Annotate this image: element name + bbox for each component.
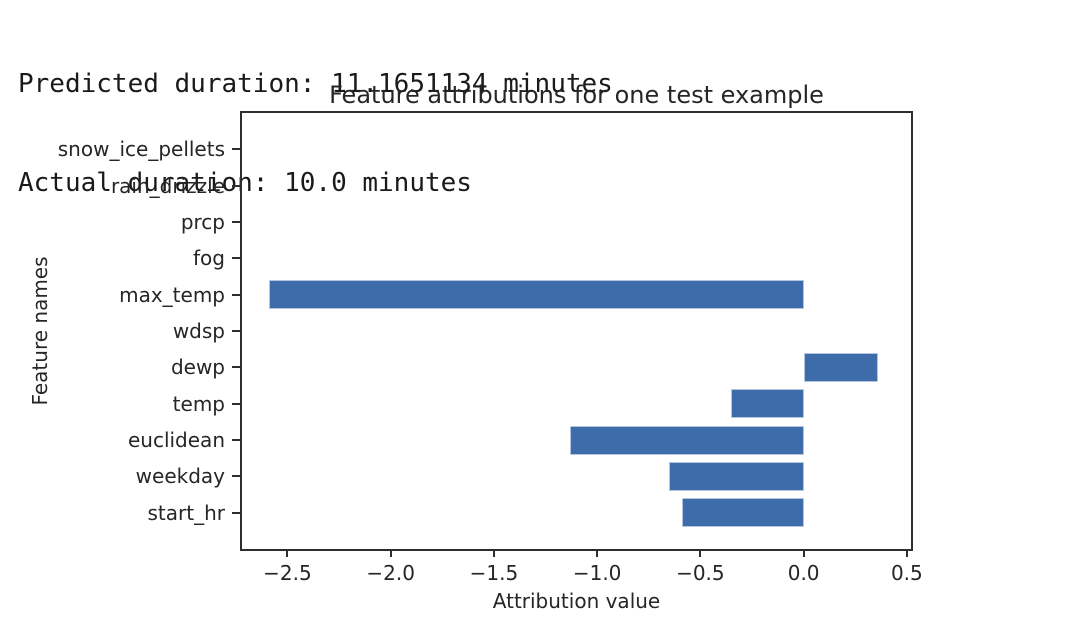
x-tick <box>802 549 805 557</box>
x-tick-label: −0.5 <box>676 561 725 585</box>
x-tick <box>905 549 908 557</box>
y-tick-label: rain_drizzle <box>110 173 225 198</box>
y-tick-label: fog <box>193 246 225 271</box>
predicted-duration-text: Predicted duration: 11.1651134 minutes <box>18 69 613 99</box>
chart-title: Feature attributions for one test exampl… <box>329 81 824 109</box>
y-tick <box>232 439 240 441</box>
y-tick-label: weekday <box>135 464 225 489</box>
y-tick <box>232 475 240 478</box>
y-tick <box>232 184 240 187</box>
attribution-bar-start_hr <box>681 498 804 528</box>
y-tick <box>232 402 240 405</box>
y-axis-label: Feature names <box>28 256 52 406</box>
prediction-summary: Predicted duration: 11.1651134 minutes A… <box>18 2 613 266</box>
x-tick-label: 0.5 <box>890 561 923 585</box>
y-tick <box>232 257 240 260</box>
y-tick-label: euclidean <box>127 428 225 452</box>
y-tick-label: snow_ice_pellets <box>57 137 225 162</box>
y-tick-label: temp <box>172 391 225 416</box>
y-tick <box>232 511 240 514</box>
plot-area <box>240 111 913 551</box>
attribution-bar-dewp <box>803 352 878 382</box>
attribution-bar-weekday <box>669 461 804 491</box>
y-tick <box>232 330 240 332</box>
y-tick <box>232 293 240 296</box>
x-tick-label: −2.0 <box>366 561 415 585</box>
y-tick <box>232 148 240 151</box>
x-tick-label: −1.5 <box>469 561 519 585</box>
x-tick <box>286 549 289 557</box>
x-tick <box>492 549 495 557</box>
attribution-bar-temp <box>731 389 804 419</box>
actual-duration-text: Actual duration: 10.0 minutes <box>18 168 472 198</box>
x-axis-label: Attribution value <box>492 589 661 613</box>
x-tick-label: 0.0 <box>787 561 820 585</box>
y-tick-label: max_temp <box>119 282 225 307</box>
y-tick-label: start_hr <box>147 500 225 525</box>
y-tick-label: wdsp <box>172 319 225 343</box>
attribution-bar-euclidean <box>570 425 804 455</box>
attribution-bar-max_temp <box>268 280 804 310</box>
x-tick <box>699 549 702 557</box>
y-tick-label: prcp <box>180 210 225 234</box>
x-tick <box>389 549 392 557</box>
x-tick-label: −1.0 <box>572 561 622 585</box>
y-tick <box>232 221 240 223</box>
x-tick-label: −2.5 <box>263 561 312 585</box>
y-tick <box>232 366 240 369</box>
x-tick <box>596 549 599 557</box>
y-tick-label: dewp <box>170 355 225 380</box>
